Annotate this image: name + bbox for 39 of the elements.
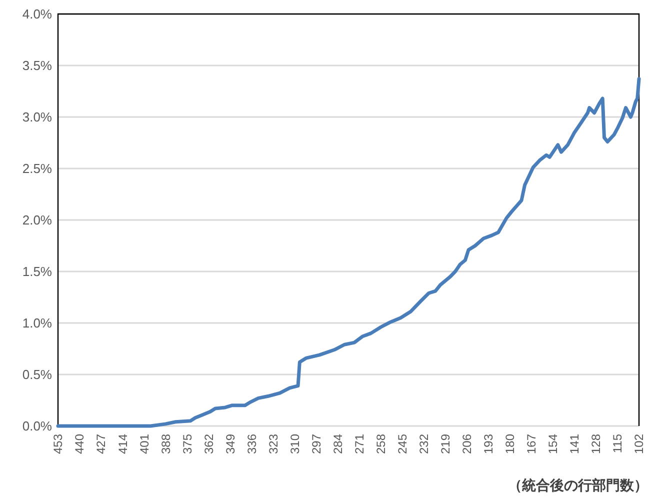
x-tick-label: 401 <box>137 434 152 454</box>
x-tick-label: 245 <box>395 434 410 454</box>
x-tick-label: 128 <box>589 434 604 454</box>
x-tick-label: 375 <box>180 434 194 454</box>
x-tick-label: 193 <box>482 434 496 454</box>
y-tick-label: 0.5% <box>22 367 52 382</box>
x-tick-label: 258 <box>374 434 388 454</box>
x-tick-label: 206 <box>460 434 474 454</box>
x-tick-label: 219 <box>438 434 453 454</box>
x-tick-label: 271 <box>352 434 366 454</box>
x-tick-label: 427 <box>94 434 108 454</box>
x-tick-label: 414 <box>116 434 130 454</box>
x-tick-label: 180 <box>503 434 518 454</box>
x-tick-label: 102 <box>632 434 646 454</box>
x-tick-label: 284 <box>330 434 345 454</box>
x-tick-label: 388 <box>158 434 173 454</box>
y-tick-label: 0.0% <box>22 418 52 434</box>
x-tick-label: 141 <box>568 434 582 454</box>
x-tick-label: 310 <box>288 434 302 454</box>
x-tick-label: 323 <box>266 434 280 454</box>
x-tick-label: 167 <box>524 434 539 454</box>
x-tick-label: 336 <box>244 434 259 454</box>
y-tick-label: 2.5% <box>22 161 52 176</box>
line-series <box>56 77 641 428</box>
x-tick-label: 115 <box>610 434 625 454</box>
x-tick-label: 154 <box>546 434 560 454</box>
y-tick-label: 3.0% <box>22 110 52 125</box>
x-tick-label: 297 <box>309 434 324 454</box>
x-tick-label: 440 <box>72 434 87 454</box>
y-tick-label: 3.5% <box>22 58 52 74</box>
x-tick-label: 349 <box>223 434 238 454</box>
y-tick-label: 2.0% <box>22 212 52 228</box>
y-tick-label: 1.0% <box>22 316 52 331</box>
x-tick-label: 453 <box>51 434 66 454</box>
x-tick-label: 362 <box>202 434 216 454</box>
x-axis-title: （統合後の行部門数） <box>508 477 648 493</box>
y-tick-label: 1.5% <box>22 264 52 280</box>
y-tick-label: 4.0% <box>22 6 52 22</box>
x-tick-label: 232 <box>417 434 432 454</box>
